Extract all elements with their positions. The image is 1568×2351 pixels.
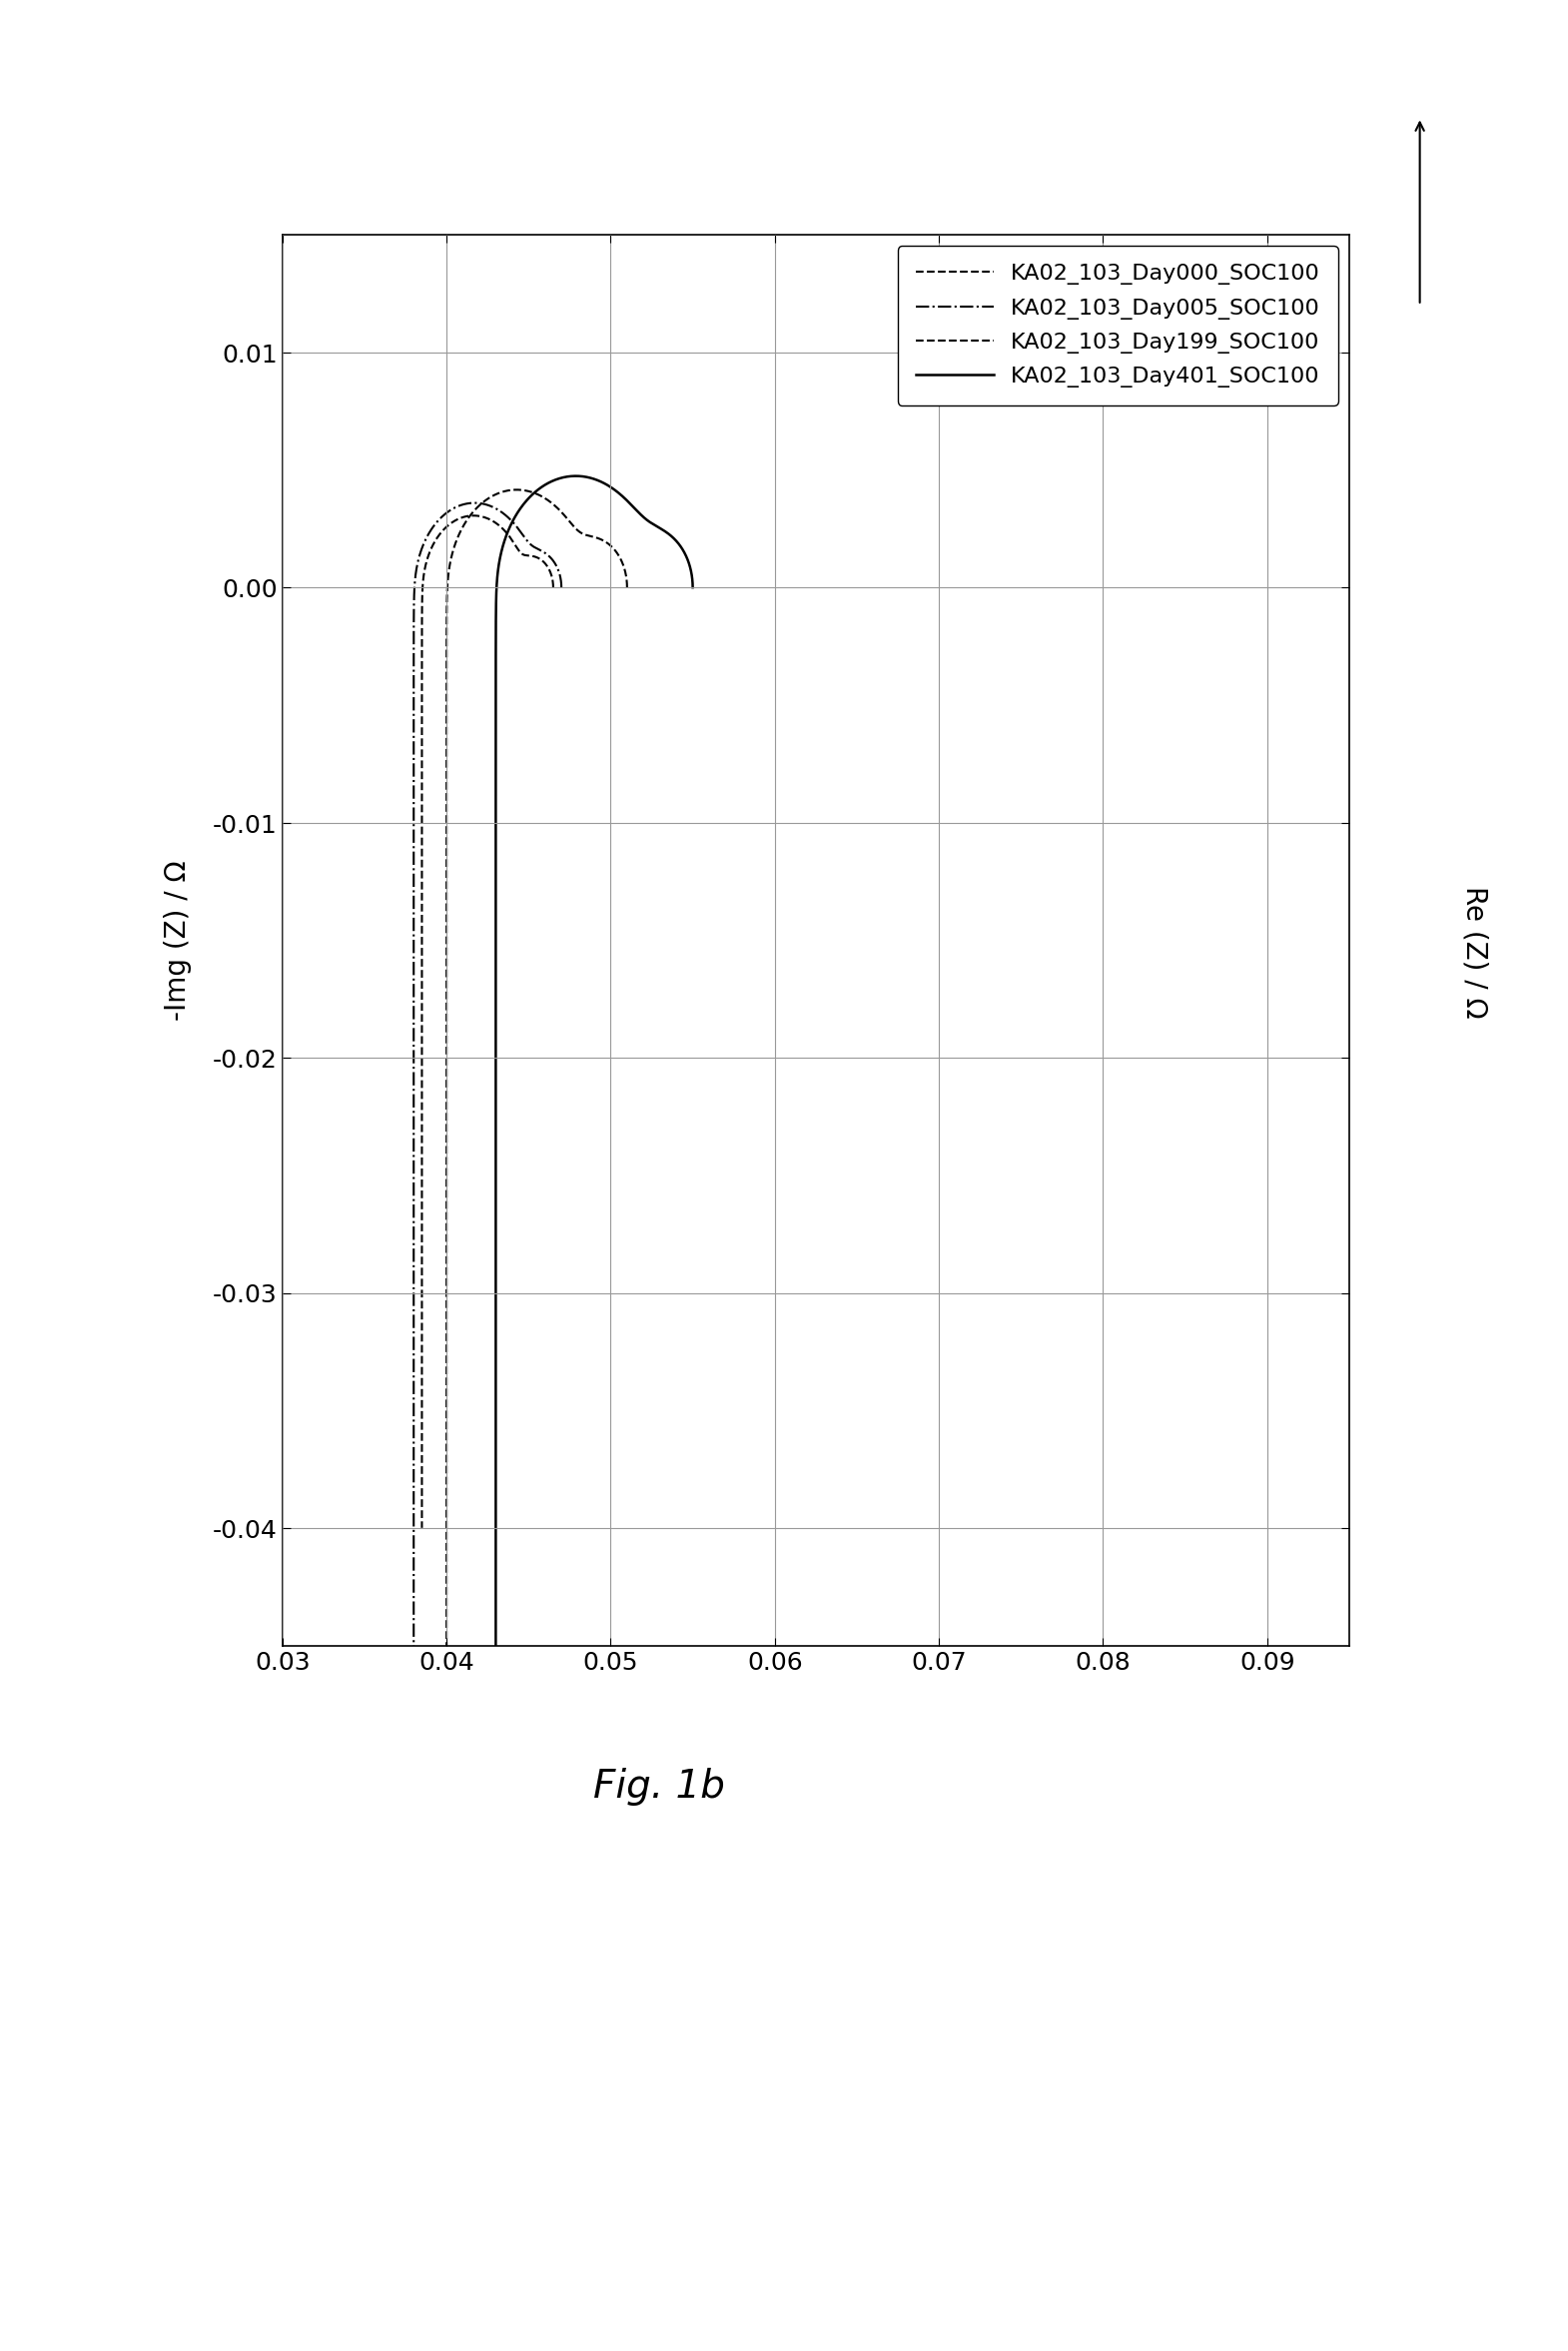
KA02_103_Day401_SOC100 — [566, 463, 585, 491]
Line: KA02_103_Day401_SOC100: KA02_103_Day401_SOC100 — [495, 477, 693, 2351]
KA02_103_Day000_SOC100 — [412, 588, 431, 616]
KA02_103_Day005_SOC100 — [408, 550, 426, 578]
KA02_103_Day199_SOC100 — [601, 531, 619, 560]
KA02_103_Day005_SOC100 — [405, 1984, 423, 2012]
Legend: KA02_103_Day000_SOC100, KA02_103_Day005_SOC100, KA02_103_Day199_SOC100, KA02_103: KA02_103_Day000_SOC100, KA02_103_Day005_… — [897, 247, 1338, 404]
KA02_103_Day000_SOC100 — [535, 550, 554, 578]
KA02_103_Day000_SOC100 — [412, 1514, 431, 1542]
KA02_103_Day005_SOC100 — [552, 574, 571, 602]
Line: KA02_103_Day005_SOC100: KA02_103_Day005_SOC100 — [414, 503, 561, 1998]
Line: KA02_103_Day199_SOC100: KA02_103_Day199_SOC100 — [447, 489, 627, 2351]
Text: Re (Z) / Ω: Re (Z) / Ω — [1460, 886, 1488, 1018]
KA02_103_Day401_SOC100 — [486, 618, 505, 647]
KA02_103_Day401_SOC100 — [668, 529, 687, 557]
KA02_103_Day000_SOC100 — [419, 545, 437, 574]
KA02_103_Day199_SOC100 — [585, 524, 604, 552]
KA02_103_Day401_SOC100 — [684, 574, 702, 602]
KA02_103_Day005_SOC100 — [405, 597, 423, 625]
KA02_103_Day199_SOC100 — [437, 609, 456, 637]
Y-axis label: -Img (Z) / Ω: -Img (Z) / Ω — [165, 860, 191, 1020]
KA02_103_Day199_SOC100 — [439, 555, 458, 583]
KA02_103_Day199_SOC100 — [618, 574, 637, 602]
KA02_103_Day000_SOC100 — [525, 543, 544, 571]
KA02_103_Day401_SOC100 — [684, 574, 702, 602]
Text: Fig. 1b: Fig. 1b — [593, 1768, 724, 1806]
Line: KA02_103_Day000_SOC100: KA02_103_Day000_SOC100 — [422, 515, 554, 1528]
KA02_103_Day199_SOC100 — [618, 574, 637, 602]
KA02_103_Day401_SOC100 — [652, 515, 671, 543]
KA02_103_Day000_SOC100 — [544, 574, 563, 602]
KA02_103_Day000_SOC100 — [544, 574, 563, 602]
KA02_103_Day401_SOC100 — [486, 639, 505, 668]
KA02_103_Day000_SOC100 — [464, 501, 483, 529]
KA02_103_Day199_SOC100 — [437, 625, 456, 654]
KA02_103_Day000_SOC100 — [412, 597, 431, 625]
KA02_103_Day005_SOC100 — [544, 548, 563, 576]
KA02_103_Day005_SOC100 — [552, 574, 571, 602]
KA02_103_Day005_SOC100 — [405, 611, 423, 639]
KA02_103_Day199_SOC100 — [508, 475, 527, 503]
KA02_103_Day005_SOC100 — [535, 538, 554, 567]
KA02_103_Day401_SOC100 — [488, 557, 506, 585]
KA02_103_Day005_SOC100 — [466, 489, 485, 517]
